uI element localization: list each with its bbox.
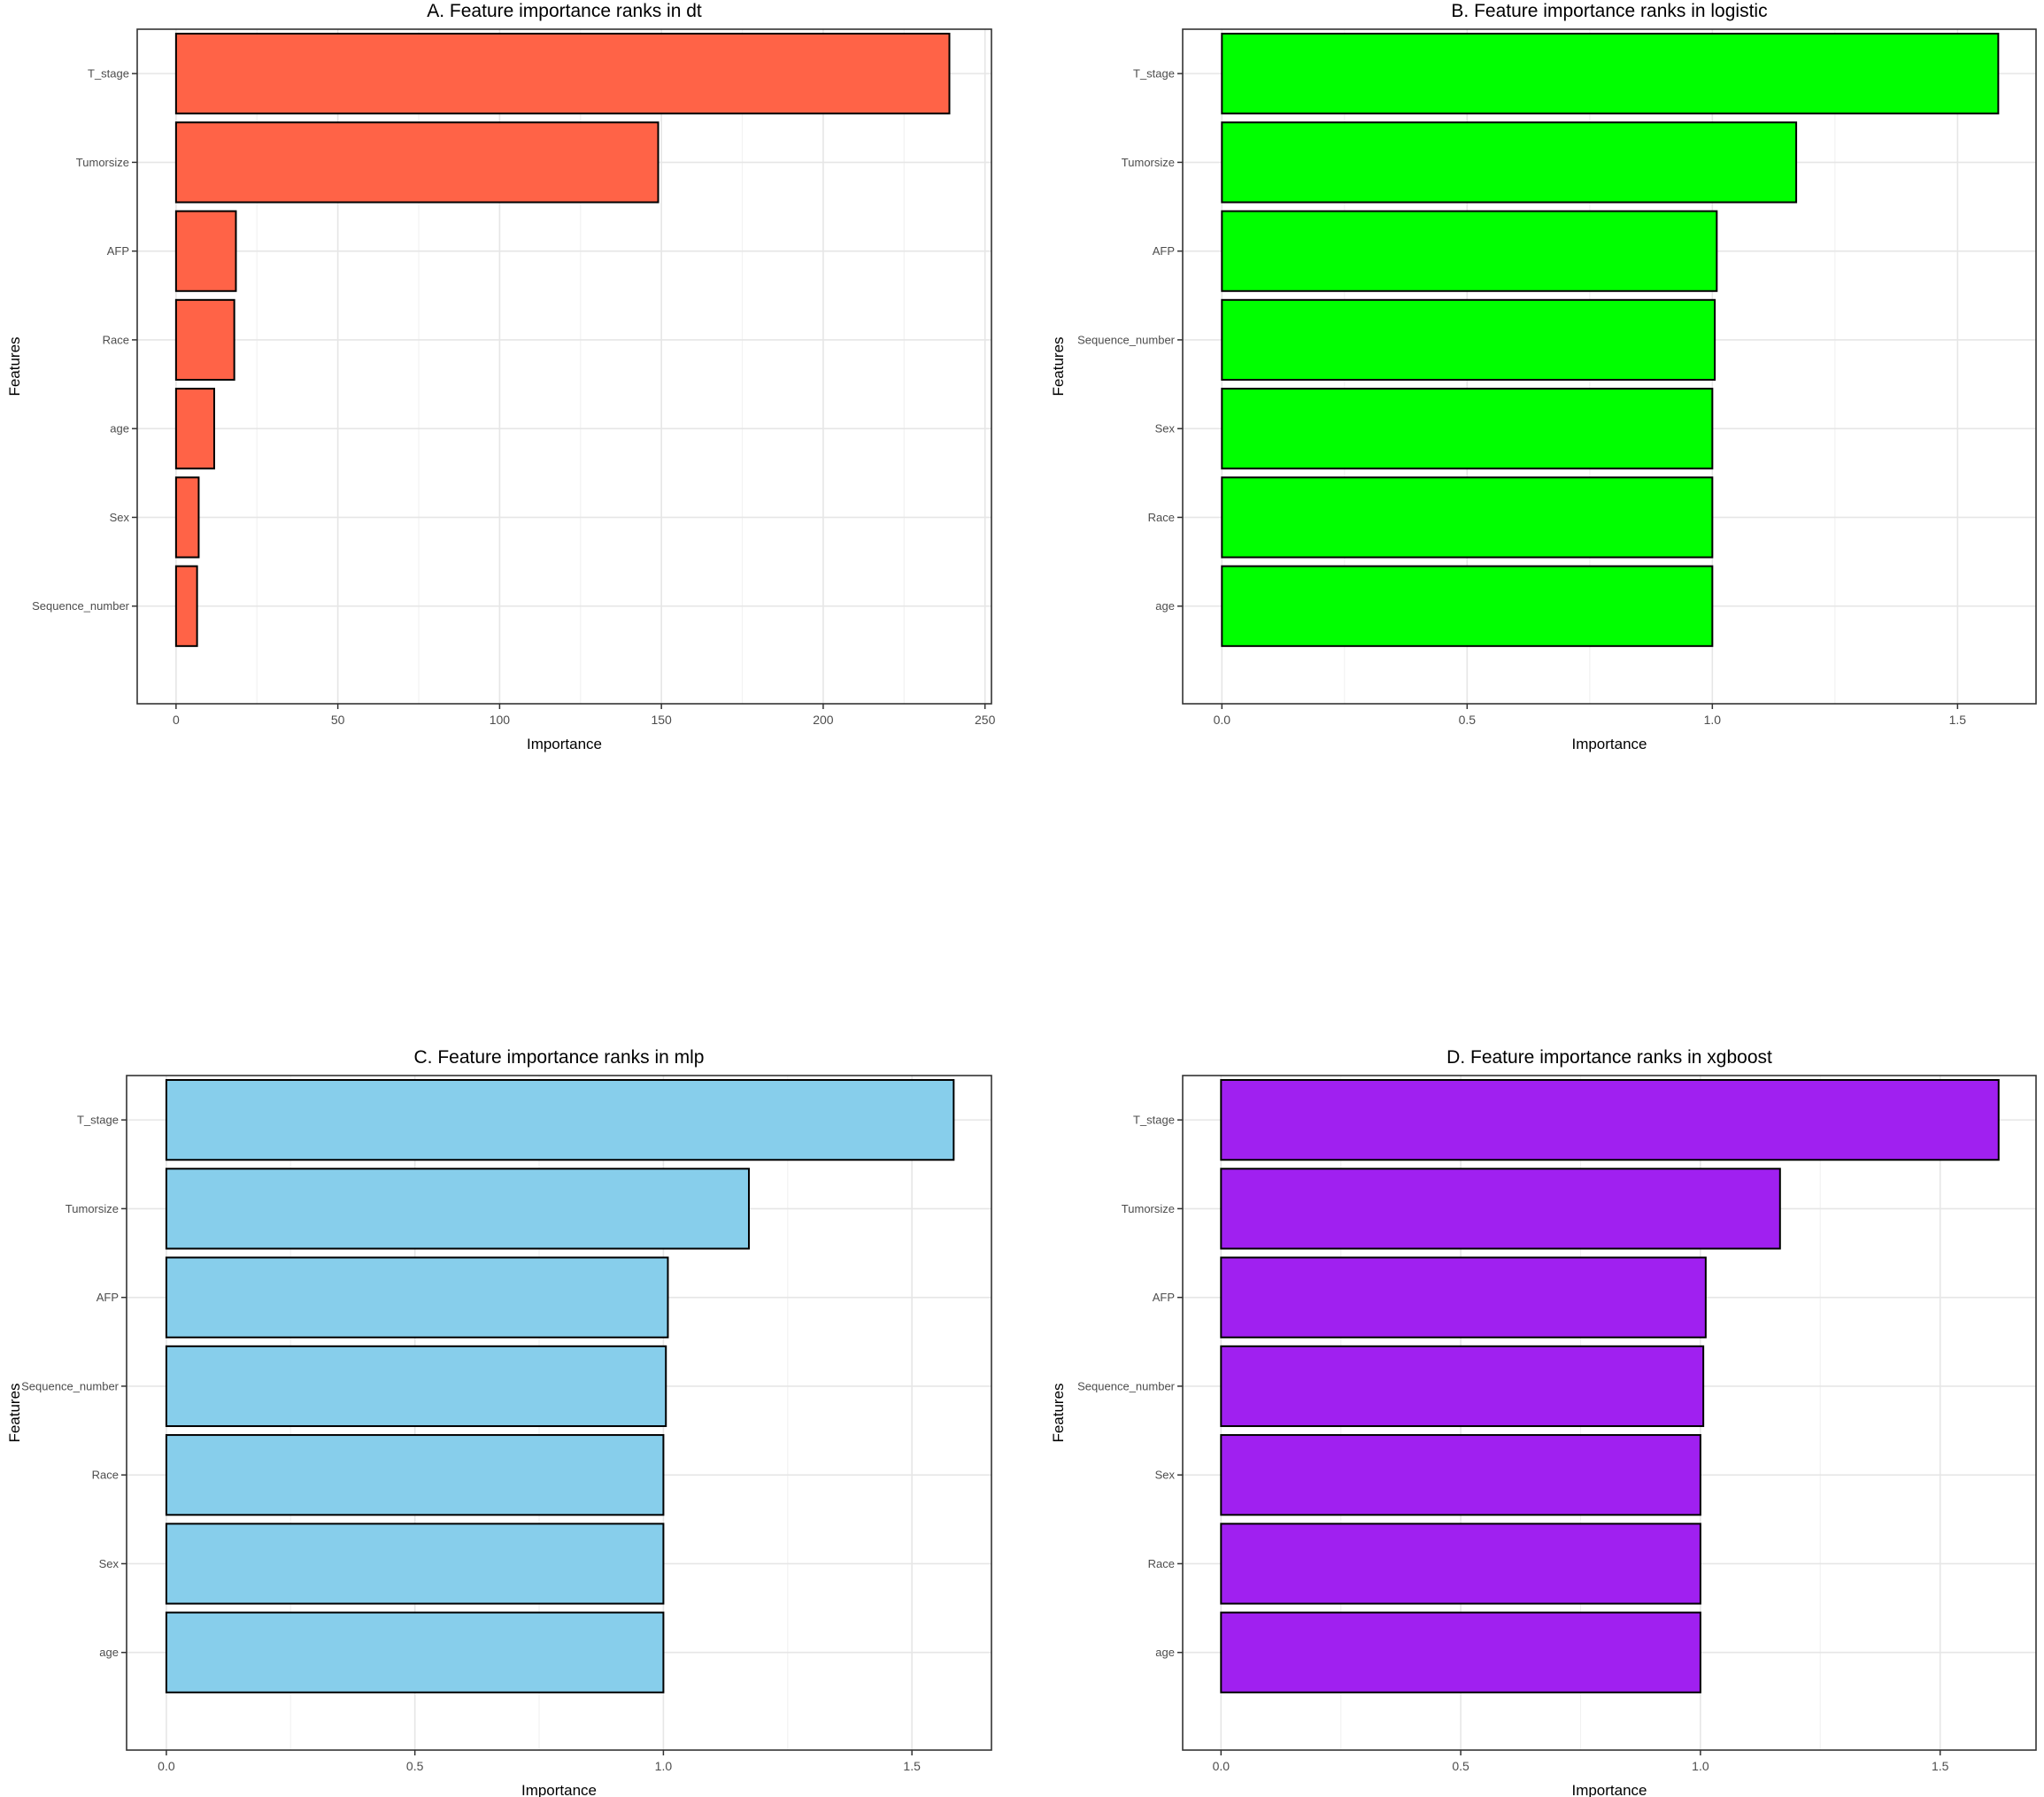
bar-Tumorsize: [165, 1168, 750, 1250]
y-axis-label: Features: [1050, 336, 1067, 396]
x-tick-label: 150: [651, 713, 672, 727]
x-tick-label: 0.5: [1452, 1759, 1469, 1773]
y-tick-label: Sequence_number: [1077, 1379, 1176, 1392]
bar-Sequence_number: [165, 1345, 667, 1428]
bar-T_stage: [1220, 1079, 2000, 1161]
chart-title: A. Feature importance ranks in dt: [427, 1, 702, 21]
bar-Sex: [1221, 388, 1714, 470]
panel-border: [136, 28, 992, 705]
y-tick-label: AFP: [1153, 244, 1175, 258]
y-tick-label: Tumorsize: [1122, 156, 1175, 169]
bar-Sequence_number: [174, 565, 198, 647]
y-tick-label: age: [110, 422, 129, 436]
bar-Tumorsize: [1220, 1168, 1781, 1250]
y-tick-label: AFP: [107, 244, 129, 258]
x-tick-label: 0.0: [158, 1759, 175, 1773]
x-tick-label: 200: [813, 713, 834, 727]
x-axis-label: Importance: [521, 1782, 597, 1797]
chart-panel-1: T_stage Tumorsize AFP Race age Sex Sequence_nu…: [6, 1, 996, 752]
y-tick-label: Tumorsize: [66, 1202, 119, 1215]
x-tick-label: 0.0: [1214, 713, 1231, 727]
x-axis-label: Importance: [1571, 736, 1647, 752]
y-tick-label: Sequence_number: [21, 1379, 120, 1392]
x-tick-label: 1.5: [1949, 713, 1967, 727]
x-tick-label: 1.5: [1932, 1759, 1949, 1773]
y-axis-label: Features: [1050, 1383, 1067, 1442]
bar-Tumorsize: [1221, 121, 1798, 204]
bar-age: [165, 1611, 665, 1693]
chart-title: D. Feature importance ranks in xgboost: [1446, 1047, 1772, 1068]
bar-AFP: [1220, 1256, 1707, 1338]
y-tick-label: T_stage: [77, 1114, 119, 1127]
bar-Race: [1221, 476, 1714, 559]
panel-border: [1182, 1075, 2037, 1751]
bar-Sequence_number: [1221, 298, 1716, 382]
bar-AFP: [1221, 210, 1718, 292]
x-tick-label: 1.0: [1692, 1759, 1709, 1773]
x-tick-label: 0.0: [1213, 1759, 1230, 1773]
y-tick-label: Tumorsize: [1122, 1202, 1175, 1215]
bar-Race: [174, 298, 235, 382]
x-tick-label: 50: [331, 713, 345, 727]
bar-Tumorsize: [174, 121, 659, 204]
y-tick-label: Sex: [1155, 422, 1176, 436]
bar-T_stage: [174, 33, 951, 115]
y-tick-label: Race: [1148, 1557, 1175, 1570]
y-tick-label: age: [1155, 1646, 1175, 1659]
panel-border: [1182, 28, 2037, 705]
chart-panel-2: T_stage Tumorsize AFP Sequence_number Sex Rac…: [1050, 1, 2037, 752]
x-tick-label: 0: [173, 713, 180, 727]
x-tick-label: 1.0: [1704, 713, 1722, 727]
y-tick-label: age: [1155, 599, 1175, 613]
x-tick-label: 1.5: [903, 1759, 921, 1773]
bar-Race: [165, 1434, 665, 1516]
x-tick-label: 1.0: [655, 1759, 673, 1773]
bar-Sex: [1220, 1434, 1701, 1516]
y-tick-label: T_stage: [1133, 67, 1175, 81]
y-tick-label: Race: [103, 333, 129, 346]
chart-title: B. Feature importance ranks in logistic: [1451, 1, 1767, 21]
bar-AFP: [165, 1256, 669, 1338]
y-tick-label: Sex: [1155, 1469, 1176, 1482]
y-axis-label: Features: [6, 1383, 23, 1442]
y-tick-label: Race: [1148, 511, 1175, 524]
x-tick-label: 0.5: [1459, 713, 1477, 727]
chart-panel-4: T_stage Tumorsize AFP Sequence_number Sex Rac…: [1050, 1047, 2037, 1797]
y-tick-label: T_stage: [88, 67, 129, 81]
bar-Sequence_number: [1220, 1345, 1705, 1428]
x-axis-label: Importance: [1571, 1782, 1647, 1797]
bar-Sex: [174, 476, 200, 559]
bar-age: [1220, 1611, 1701, 1693]
panel-border: [126, 1075, 992, 1751]
x-tick-label: 250: [975, 713, 996, 727]
y-tick-label: AFP: [96, 1291, 119, 1304]
bar-T_stage: [1221, 33, 2000, 115]
y-tick-label: Race: [92, 1469, 119, 1482]
y-tick-label: Tumorsize: [76, 156, 129, 169]
bar-age: [174, 388, 215, 470]
y-tick-label: Sex: [99, 1557, 120, 1570]
x-axis-label: Importance: [527, 736, 602, 752]
x-tick-label: 100: [490, 713, 511, 727]
x-tick-label: 0.5: [406, 1759, 424, 1773]
bar-Race: [1220, 1523, 1701, 1605]
bar-AFP: [174, 210, 237, 292]
chart-panel-3: T_stage Tumorsize AFP Sequence_number Race Se…: [6, 1047, 992, 1797]
y-tick-label: AFP: [1153, 1291, 1175, 1304]
bar-Sex: [165, 1523, 665, 1605]
y-tick-label: Sequence_number: [1077, 333, 1176, 346]
y-tick-label: Sequence_number: [32, 599, 130, 613]
chart-title: C. Feature importance ranks in mlp: [414, 1047, 705, 1068]
y-tick-label: age: [99, 1646, 119, 1659]
bar-T_stage: [165, 1079, 955, 1161]
y-axis-label: Features: [6, 336, 23, 396]
bar-age: [1221, 565, 1714, 647]
y-tick-label: T_stage: [1133, 1114, 1175, 1127]
y-tick-label: Sex: [110, 511, 130, 524]
